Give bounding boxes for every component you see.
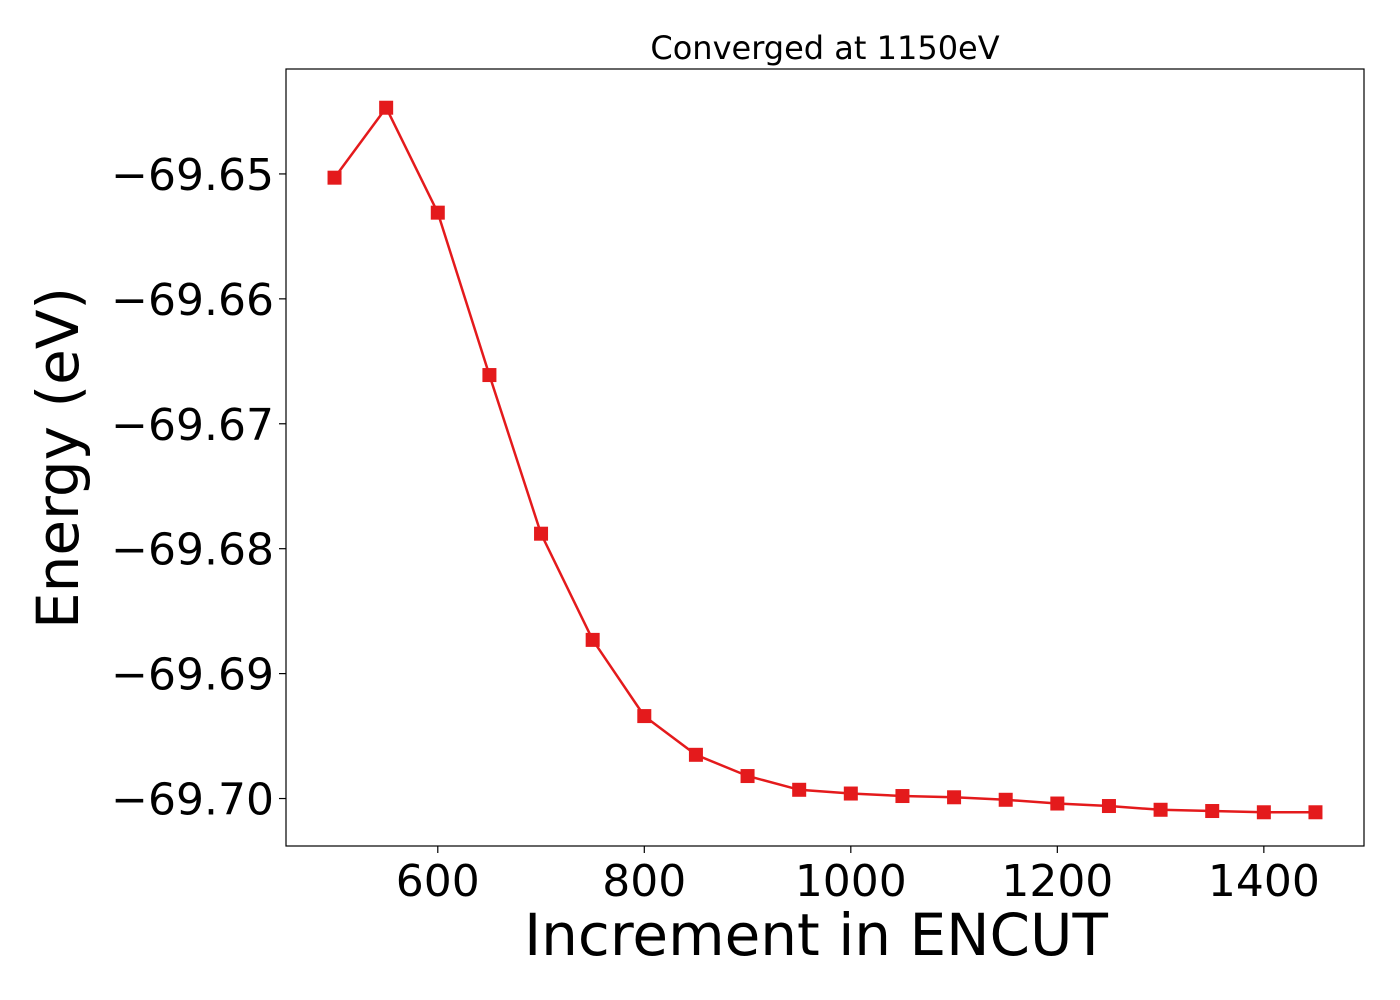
y-axis-ticks: −69.65 −69.66 −69.67 −69.68 −69.69 −69.70	[111, 150, 286, 826]
series-line	[333, 105, 1316, 814]
y-tick-label: −69.65	[111, 150, 274, 201]
data-point	[1050, 796, 1065, 811]
plot-frame	[285, 68, 1365, 847]
data-point	[1153, 802, 1168, 817]
y-axis-label: Energy (eV)	[24, 287, 92, 629]
data-point	[947, 790, 962, 805]
data-point	[1256, 805, 1271, 820]
x-tick-label: 1200	[1001, 856, 1113, 907]
data-point	[430, 205, 445, 220]
data-point	[792, 782, 807, 797]
series-layer	[327, 100, 1323, 820]
x-tick-label: 1400	[1208, 856, 1320, 907]
y-tick-label: −69.69	[111, 650, 274, 701]
x-axis-ticks: 600 800 1000 1200 1400	[396, 846, 1320, 907]
y-tick-label: −69.70	[111, 775, 274, 826]
data-point	[534, 526, 549, 541]
y-tick-label: −69.66	[111, 275, 274, 326]
data-point	[327, 170, 342, 185]
data-point	[740, 769, 755, 784]
data-point	[1308, 805, 1323, 820]
data-point	[843, 786, 858, 801]
data-point	[637, 709, 652, 724]
data-point	[482, 368, 497, 383]
data-point	[1101, 799, 1116, 814]
data-point	[585, 632, 600, 647]
data-point	[1205, 804, 1220, 819]
x-tick-label: 600	[396, 856, 480, 907]
y-tick-label: −69.68	[111, 525, 274, 576]
data-point	[895, 789, 910, 804]
data-point	[379, 100, 394, 115]
plot-area	[285, 68, 1365, 847]
data-point	[688, 747, 703, 762]
chart-title: Converged at 1150eV	[650, 29, 999, 67]
x-tick-label: 1000	[795, 856, 907, 907]
x-axis-label: Increment in ENCUT	[524, 901, 1108, 969]
y-tick-label: −69.67	[111, 400, 274, 451]
x-tick-label: 800	[602, 856, 686, 907]
data-point	[998, 792, 1013, 807]
